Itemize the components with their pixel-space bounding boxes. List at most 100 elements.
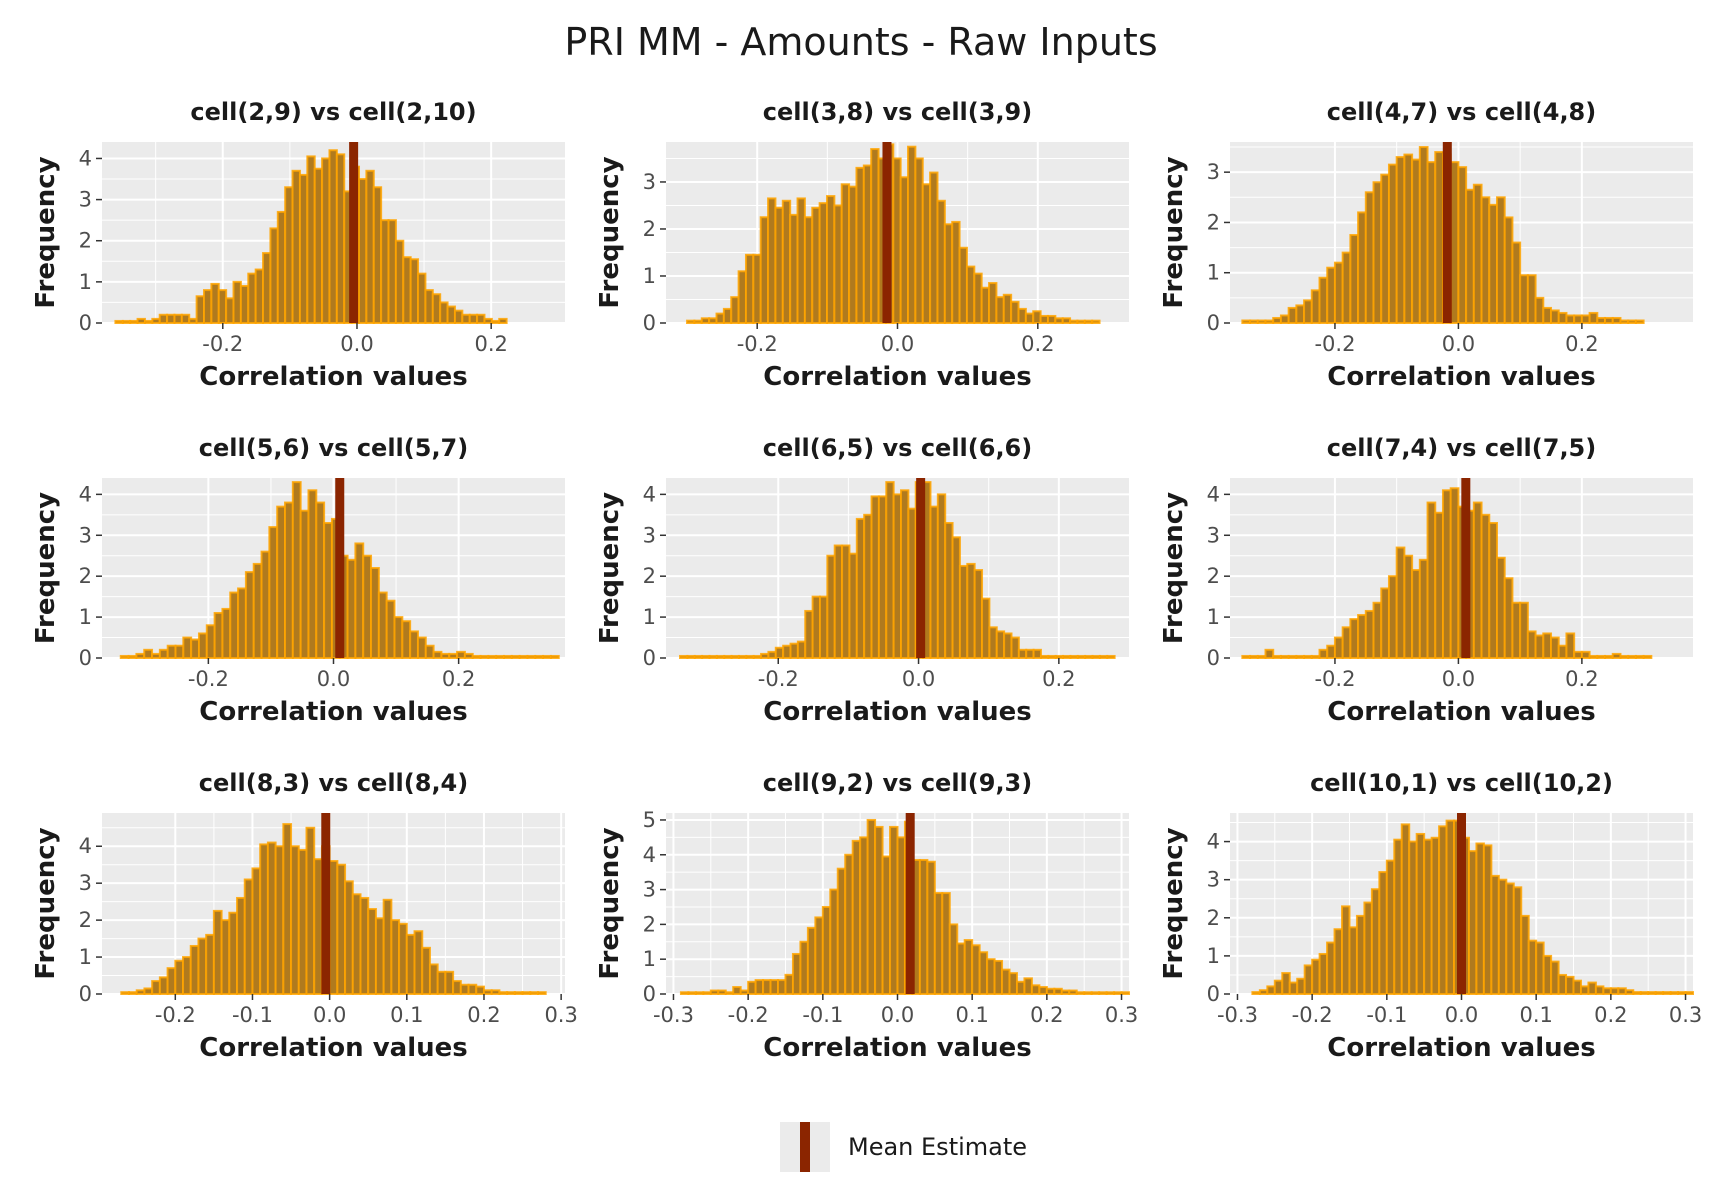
histogram-bar (526, 654, 537, 659)
histogram-bar (1069, 654, 1079, 659)
histogram-bar (1053, 987, 1063, 996)
histogram-bar (806, 926, 817, 995)
histogram-bar (1430, 836, 1441, 996)
histogram-bar (299, 509, 310, 659)
y-tick-label: 1 (643, 605, 656, 629)
panel-6: -0.2 0.0 0.2 0 1 2 3 4 cell(7,4) vs cell(7,5) Cor… (1159, 434, 1693, 727)
x-tick-label: 0.3 (1105, 1003, 1138, 1027)
histogram-bar (745, 654, 755, 659)
histogram-bar (1311, 958, 1321, 995)
histogram-bar (228, 911, 239, 995)
histogram-bar (1677, 991, 1687, 995)
histogram-bar (202, 289, 213, 325)
histogram-bar (926, 860, 936, 995)
histogram-bar (701, 654, 711, 659)
histogram-bar (686, 654, 696, 659)
histogram-bar (502, 654, 513, 659)
histogram-bar (874, 825, 884, 996)
histogram-bar (1596, 654, 1607, 659)
y-tick-label: 0 (1207, 982, 1220, 1006)
histogram-bar (848, 552, 858, 660)
histogram-bar (1403, 554, 1414, 660)
histogram-bar (1434, 511, 1444, 659)
histogram-bar (943, 223, 954, 324)
histogram-bar (370, 567, 380, 659)
x-tick-label: 0.0 (902, 667, 935, 691)
histogram-bar (143, 319, 154, 324)
histogram-bar (244, 571, 255, 659)
histogram-bar (709, 989, 720, 995)
histogram-bar (1008, 972, 1018, 995)
histogram-bar (956, 942, 966, 996)
histogram-bar (506, 991, 516, 996)
panel-title: cell(7,4) vs cell(7,5) (1327, 434, 1596, 462)
y-tick-label: 2 (79, 908, 92, 932)
histogram-bar (1318, 276, 1329, 324)
histogram-bar (1370, 888, 1381, 995)
histogram-bar (328, 149, 338, 324)
histogram-bar (212, 909, 223, 995)
y-tick-label: 0 (79, 982, 92, 1006)
histogram-bar (459, 983, 470, 996)
histogram-bar (804, 609, 814, 659)
histogram-bar (394, 239, 405, 325)
histogram-bar (182, 956, 192, 995)
histogram-bar (747, 980, 757, 996)
histogram-bar (262, 252, 272, 324)
histogram-bar (1403, 153, 1414, 324)
histogram-bar (1434, 151, 1444, 324)
histogram-bar (390, 919, 401, 995)
histogram-bar (239, 284, 250, 324)
histogram-bar (362, 554, 373, 660)
histogram-bar (1639, 991, 1650, 995)
histogram-bar (232, 280, 242, 325)
histogram-bar (243, 878, 254, 996)
histogram-bar (1264, 319, 1275, 325)
histogram-bar (490, 989, 501, 996)
x-tick-label: 0.2 (1565, 332, 1598, 356)
histogram-bar (1017, 307, 1027, 325)
histogram-bar (1438, 825, 1448, 996)
histogram-bar (730, 654, 740, 659)
histogram-bar (889, 825, 899, 996)
legend-label: Mean Estimate (848, 1133, 1028, 1161)
y-tick-label: 4 (79, 834, 92, 858)
histogram-bar (1076, 654, 1087, 659)
x-axis-label: Correlation values (763, 1033, 1031, 1063)
histogram-bar (1634, 654, 1645, 659)
mean-estimate-line (1461, 478, 1471, 658)
histogram-bar (251, 867, 262, 995)
histogram-bar (1472, 501, 1483, 659)
histogram-bar (715, 654, 726, 659)
histogram-bar (471, 654, 482, 659)
histogram-bar (1619, 654, 1630, 659)
histogram-bar (1609, 987, 1620, 996)
x-tick-label: 0.0 (317, 667, 350, 691)
histogram-bar (941, 892, 951, 995)
x-axis-label: Correlation values (199, 1033, 467, 1063)
histogram-bar (498, 317, 508, 324)
mean-estimate-line (882, 142, 892, 323)
histogram-bar (1467, 850, 1478, 996)
histogram-bar (1488, 203, 1498, 325)
histogram-bar (818, 595, 829, 659)
histogram-bar (1241, 319, 1252, 325)
panel-title: cell(6,5) vs cell(6,6) (763, 434, 1032, 462)
histogram-bar (1287, 654, 1298, 659)
histogram-bar (1279, 654, 1290, 659)
histogram-bar (892, 493, 903, 660)
histogram-bar (1588, 654, 1599, 659)
histogram-bar (1091, 654, 1101, 659)
histogram-bar (401, 620, 412, 660)
x-tick-label: 0.0 (1445, 1003, 1478, 1027)
histogram-bar (1046, 314, 1057, 325)
histogram-bar (221, 607, 232, 660)
histogram-bar (1395, 546, 1406, 660)
histogram-bar (274, 845, 285, 995)
histogram-bar (1579, 985, 1590, 996)
histogram-bar (542, 654, 552, 659)
x-tick-label: -0.2 (1292, 1003, 1333, 1027)
x-tick-label: 0.1 (1519, 1003, 1552, 1027)
y-axis-label: Frequency (1159, 156, 1189, 308)
histogram-bar (995, 630, 1006, 660)
